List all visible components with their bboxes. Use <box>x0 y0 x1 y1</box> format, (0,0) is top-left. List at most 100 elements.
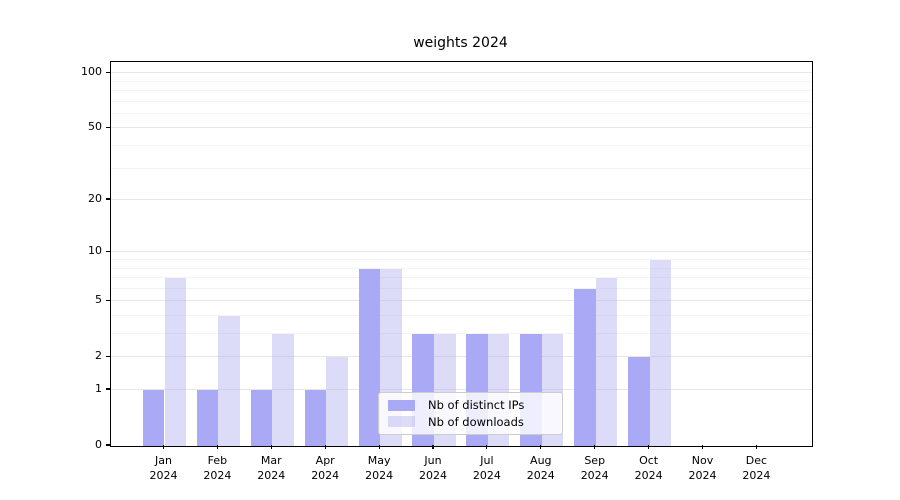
bar-distinct-ips-mar <box>250 390 273 446</box>
bar-distinct-ips-feb <box>196 390 219 446</box>
x-tick-year: 2024 <box>311 469 340 482</box>
x-tick-year: 2024 <box>203 469 232 482</box>
bar-distinct-ips-jan <box>142 390 165 446</box>
x-tick-label: Nov 2024 <box>671 453 735 483</box>
y-tick-mark <box>106 250 110 252</box>
x-tick-mark <box>270 445 272 449</box>
x-tick-year: 2024 <box>365 469 394 482</box>
x-tick-month: Apr <box>315 454 335 467</box>
x-tick-month: Nov <box>691 454 714 467</box>
legend-label-distinct-ips: Nb of distinct IPs <box>428 398 525 413</box>
x-tick-label: Feb 2024 <box>185 453 249 483</box>
x-tick-label: Jul 2024 <box>455 453 519 483</box>
x-tick-mark <box>648 445 650 449</box>
y-tick-label: 50 <box>88 120 102 134</box>
x-tick-year: 2024 <box>580 469 609 482</box>
y-tick-label: 2 <box>95 349 102 363</box>
chart-title: weights 2024 <box>413 35 508 51</box>
y-tick-mark <box>106 71 110 73</box>
y-tick-label: 1 <box>95 382 102 395</box>
x-tick-year: 2024 <box>526 469 555 482</box>
bar-distinct-ips-apr <box>304 390 327 446</box>
y-tick-label: 5 <box>95 293 102 307</box>
bar-downloads-oct <box>649 260 672 446</box>
bar-distinct-ips-oct <box>628 357 650 446</box>
y-tick-label: 10 <box>88 244 102 258</box>
gridline-minor <box>111 315 812 316</box>
x-tick-mark <box>216 445 218 449</box>
gridline-major <box>111 127 812 129</box>
x-tick-label: Jun 2024 <box>401 453 465 483</box>
x-tick-month: Oct <box>639 454 659 467</box>
y-tick-mark <box>106 299 110 301</box>
legend-swatch-downloads <box>388 416 415 428</box>
legend: Nb of distinct IPs Nb of downloads <box>378 392 563 435</box>
gridline-major <box>111 251 812 253</box>
gridline-minor <box>111 287 812 289</box>
x-tick-mark <box>701 445 704 449</box>
x-tick-label: Apr 2024 <box>293 453 357 483</box>
legend-item-downloads: Nb of downloads <box>388 415 553 429</box>
bar-downloads-feb <box>218 316 240 446</box>
x-tick-label: Jan 2024 <box>132 453 196 483</box>
x-tick-mark <box>486 445 488 449</box>
x-tick-month: Feb <box>207 454 228 467</box>
x-tick-year: 2024 <box>472 469 501 482</box>
legend-item-distinct-ips: Nb of distinct IPs <box>388 398 553 412</box>
x-tick-label: Mar 2024 <box>239 453 303 483</box>
plot-area <box>110 61 813 447</box>
x-tick-mark <box>324 445 326 449</box>
legend-label-downloads: Nb of downloads <box>428 414 524 429</box>
x-tick-mark <box>594 445 596 449</box>
x-tick-year: 2024 <box>419 469 447 482</box>
gridline-major <box>111 199 812 201</box>
x-tick-label: Aug 2024 <box>509 453 573 483</box>
y-tick-label: 20 <box>88 192 102 206</box>
gridline-minor <box>111 80 812 82</box>
bar-distinct-ips-sep <box>574 288 596 446</box>
x-tick-month: Dec <box>745 454 768 467</box>
y-tick-mark <box>106 355 110 357</box>
x-tick-month: May <box>367 454 391 467</box>
x-tick-month: Mar <box>260 454 282 467</box>
x-tick-mark <box>755 445 757 449</box>
gridline-major <box>111 300 812 302</box>
y-tick-label: 0 <box>95 438 102 451</box>
x-tick-year: 2024 <box>257 469 286 482</box>
legend-swatch-distinct-ips <box>388 399 415 411</box>
x-tick-month: Jul <box>480 454 494 467</box>
gridline-major <box>111 356 812 358</box>
bar-downloads-jan <box>164 278 187 446</box>
x-tick-year: 2024 <box>634 469 663 482</box>
x-tick-month: Sep <box>584 454 606 467</box>
x-tick-year: 2024 <box>149 469 178 482</box>
x-tick-mark <box>378 445 380 449</box>
y-tick-mark <box>106 198 110 200</box>
bar-downloads-mar <box>272 334 294 446</box>
bar-distinct-ips-may <box>358 268 381 446</box>
x-tick-month: Jun <box>424 454 442 467</box>
x-tick-mark <box>162 445 165 449</box>
gridline-minor <box>111 145 812 147</box>
gridline-minor <box>111 112 812 114</box>
gridline-minor <box>111 167 812 169</box>
x-tick-label: Oct 2024 <box>617 453 681 483</box>
y-tick-label: 100 <box>81 65 102 79</box>
x-tick-label: Sep 2024 <box>563 453 627 483</box>
x-tick-month: Jan <box>155 454 172 467</box>
x-tick-year: 2024 <box>688 469 717 482</box>
y-tick-mark <box>106 388 110 390</box>
bar-downloads-apr <box>326 357 348 446</box>
y-tick-mark <box>106 444 110 446</box>
gridline-minor <box>111 333 812 335</box>
gridline-minor <box>111 277 812 279</box>
gridline-minor <box>111 100 812 102</box>
x-tick-mark <box>432 445 434 449</box>
gridline-minor <box>111 90 812 92</box>
bar-downloads-sep <box>595 278 618 446</box>
gridline-major <box>111 72 812 74</box>
x-tick-label: Dec 2024 <box>724 453 788 483</box>
x-tick-month: Aug <box>530 454 552 467</box>
x-tick-year: 2024 <box>742 469 771 482</box>
